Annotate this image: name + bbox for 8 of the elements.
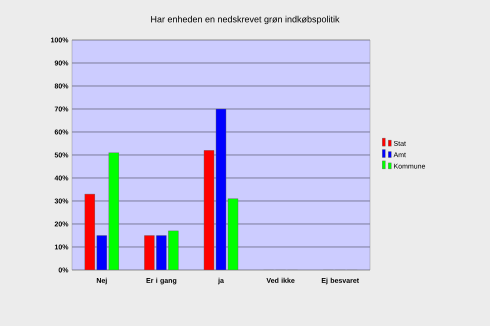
bar [108,152,120,270]
bar [84,194,96,270]
bar [156,235,167,270]
chart-title: Har enheden en nedskrevet grøn indkøbspolitik [151,16,340,24]
bar [144,235,155,270]
bar [168,230,179,270]
bar [204,150,214,270]
bar [96,235,108,270]
